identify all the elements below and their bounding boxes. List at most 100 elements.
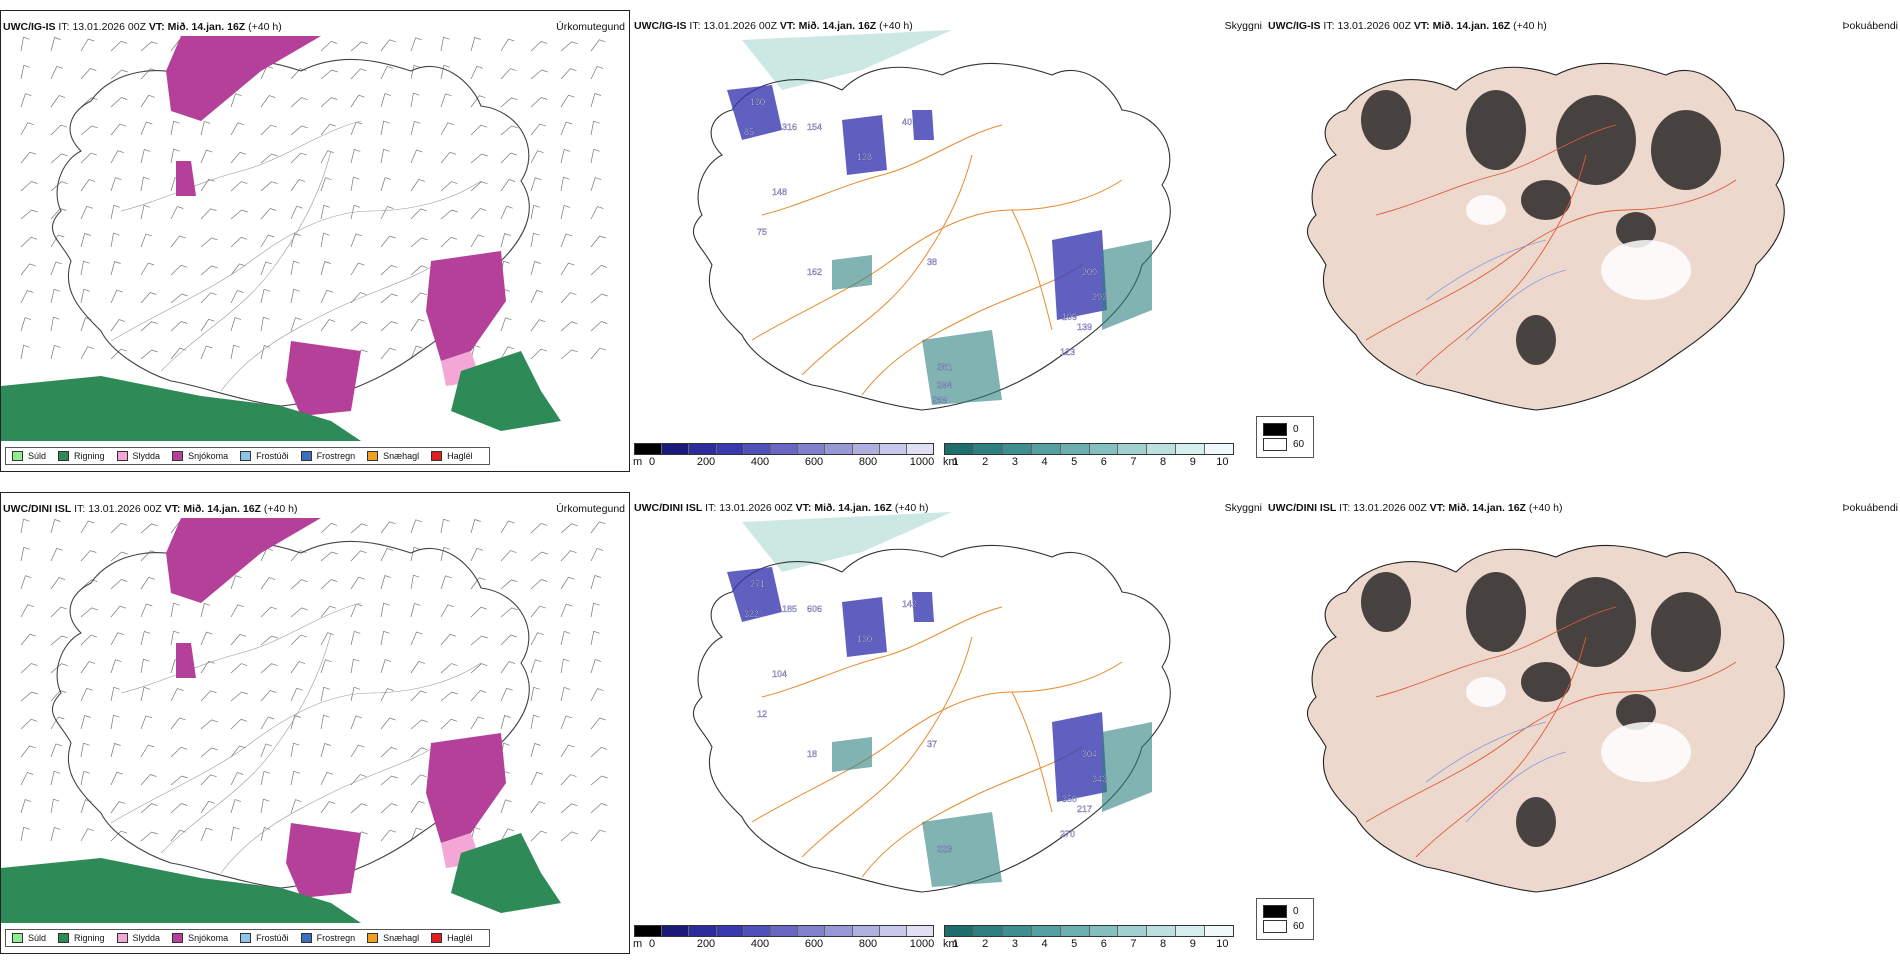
precip-map xyxy=(1,36,608,441)
wind-barb xyxy=(290,715,301,730)
wind-barb xyxy=(320,204,330,220)
colorbar-cell xyxy=(635,926,663,936)
forecast-row-2: UWC/DINI ISL IT: 13.01.2026 00Z VT: Mið.… xyxy=(0,492,1900,962)
wind-barb xyxy=(410,774,427,786)
legend-swatch xyxy=(58,451,70,461)
wind-barb xyxy=(380,575,392,590)
wind-barb xyxy=(320,551,338,562)
legend-label: Súld xyxy=(28,933,47,943)
wind-barb xyxy=(110,830,128,842)
wind-barb xyxy=(530,605,546,618)
legend-label: Frostregn xyxy=(316,933,356,943)
wind-barb xyxy=(470,153,488,164)
model-name: UWC/DINI ISL xyxy=(634,502,703,514)
wind-barb xyxy=(230,236,248,248)
wind-barb xyxy=(500,634,517,646)
wind-barb xyxy=(380,177,392,192)
colorbar-cell xyxy=(945,926,974,936)
wind-barb xyxy=(260,234,275,248)
legend-item: Frostúði xyxy=(240,451,289,461)
wind-barb xyxy=(140,686,151,702)
colorbar-tick: 9 xyxy=(1189,938,1196,950)
wind-barb xyxy=(440,604,455,618)
colorbar-cell xyxy=(1031,444,1061,454)
wind-barb xyxy=(200,208,217,220)
wind-barb xyxy=(320,523,338,534)
wind-barb xyxy=(410,237,428,248)
wind-barb xyxy=(50,65,63,80)
wind-barb xyxy=(140,831,158,842)
legend-label: Snjókoma xyxy=(188,451,229,461)
wind-barb xyxy=(560,715,573,730)
visibility-value: 271 xyxy=(750,579,765,589)
wind-barb xyxy=(350,550,367,562)
wind-barb xyxy=(560,803,578,814)
visibility-value: 162 xyxy=(807,267,822,277)
visibility-value: 104 xyxy=(772,669,787,679)
wind-barb xyxy=(20,546,30,562)
wind-barb xyxy=(560,94,575,108)
colorbar-cell xyxy=(1002,444,1032,454)
road-network xyxy=(751,124,1123,396)
fog-index-panel: UWC/DINI ISL IT: 13.01.2026 00Z VT: Mið.… xyxy=(1256,492,1900,954)
visibility-value: 12 xyxy=(757,709,767,719)
wind-barb xyxy=(530,41,548,52)
legend-item: Súld xyxy=(12,451,46,461)
wind-barb xyxy=(590,347,606,360)
legend-swatch xyxy=(300,451,312,461)
wind-barb xyxy=(590,775,608,786)
colorbar-cell xyxy=(852,444,880,454)
wind-barb xyxy=(590,293,608,304)
wind-barb xyxy=(440,575,452,590)
wind-barb xyxy=(200,774,217,786)
fog-legend-swatch xyxy=(1263,905,1287,918)
wind-barb xyxy=(590,688,604,702)
wind-barb xyxy=(350,292,367,304)
wind-barb xyxy=(320,123,337,136)
wind-barb xyxy=(260,577,276,590)
wind-barb xyxy=(440,546,451,562)
wind-barb xyxy=(590,575,602,590)
wind-barb xyxy=(260,316,270,332)
visibility-value: 269 xyxy=(932,395,947,405)
road-network xyxy=(1365,606,1737,858)
wind-barb xyxy=(560,774,577,786)
wind-barb xyxy=(380,717,396,730)
wind-barb xyxy=(110,743,121,758)
wind-barb xyxy=(230,772,244,786)
visibility-value: 281 xyxy=(937,362,952,372)
wind-barb xyxy=(470,234,485,248)
wind-barb xyxy=(110,177,122,192)
wind-barb xyxy=(320,232,330,248)
wind-barb xyxy=(200,292,217,304)
wind-barb xyxy=(560,686,571,702)
road-network xyxy=(110,120,482,392)
low-ceiling-areas xyxy=(727,85,1107,320)
wind-barb xyxy=(20,633,37,646)
wind-barb xyxy=(380,65,394,80)
legend-item: Snjókoma xyxy=(172,451,228,461)
wind-barb xyxy=(20,64,30,80)
wind-barb xyxy=(410,602,421,618)
wind-barb xyxy=(470,635,488,646)
wind-barb xyxy=(380,93,392,108)
visibility-value: 316 xyxy=(782,122,797,132)
visibility-value: 270 xyxy=(1060,829,1075,839)
wind-barb xyxy=(590,717,606,730)
wind-barb xyxy=(20,745,36,758)
visibility-panel: UWC/IG-IS IT: 13.01.2026 00Z VT: Mið. 14… xyxy=(632,10,1264,472)
wind-barb xyxy=(380,747,398,758)
wind-barb xyxy=(20,799,32,814)
wind-barb xyxy=(230,799,242,814)
wind-barb xyxy=(80,205,93,220)
colorbar-cell xyxy=(879,926,907,936)
wind-barb xyxy=(110,261,121,276)
wind-barb xyxy=(500,68,517,80)
wind-barb xyxy=(200,345,213,360)
it-value: 13.01.2026 00Z xyxy=(1353,502,1427,514)
wind-barb xyxy=(380,602,390,618)
wind-barb xyxy=(80,520,95,534)
wind-barb xyxy=(290,179,306,192)
visibility-value: 142 xyxy=(902,599,917,609)
